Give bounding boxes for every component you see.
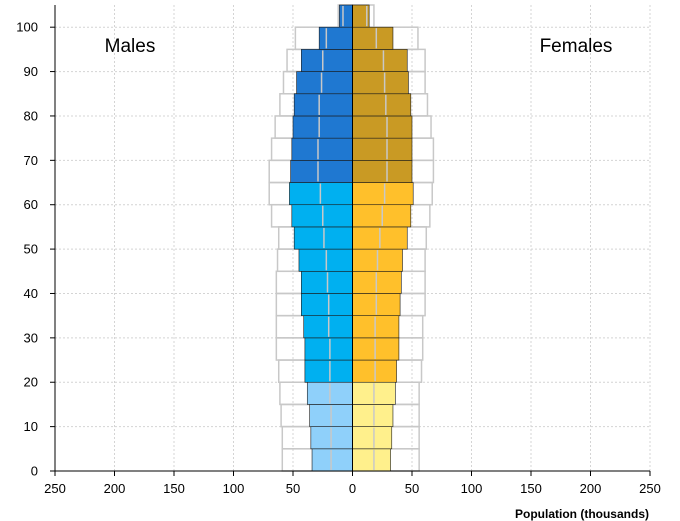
bar-male xyxy=(301,293,353,316)
y-tick-label: 70 xyxy=(24,153,38,168)
bar-male xyxy=(339,4,353,28)
x-axis-title: Population (thousands) xyxy=(515,507,649,521)
y-tick-label: 30 xyxy=(24,330,38,345)
x-tick-label: 50 xyxy=(286,481,300,496)
population-bars xyxy=(289,4,414,472)
bar-female xyxy=(352,182,414,206)
females-label: Females xyxy=(540,36,613,57)
y-tick-label: 100 xyxy=(16,20,38,35)
y-tick-label: 60 xyxy=(24,197,38,212)
bar-male xyxy=(318,26,353,50)
bar-male xyxy=(311,448,353,472)
males-label: Males xyxy=(105,36,156,57)
bar-female xyxy=(352,448,391,472)
bar-female xyxy=(352,426,393,450)
bar-male xyxy=(304,337,353,361)
bar-female xyxy=(352,49,408,72)
bar-female xyxy=(352,26,394,50)
y-tick-label: 0 xyxy=(31,464,38,479)
bar-female xyxy=(352,160,413,183)
bar-male xyxy=(290,160,353,183)
x-tick-label: 0 xyxy=(349,481,356,496)
tick-labels: 250 200 150 100 50 0 50 100 150 200 250 0 10 20 30 40 50… xyxy=(16,20,661,496)
y-tick-label: 50 xyxy=(24,242,38,257)
y-tick-label: 40 xyxy=(24,286,38,301)
bar-female xyxy=(352,71,409,95)
x-tick-label: 250 xyxy=(44,481,66,496)
y-tick-label: 10 xyxy=(24,419,38,434)
bar-female xyxy=(352,137,413,161)
bar-dividers xyxy=(317,6,388,470)
bar-male xyxy=(301,49,353,72)
bar-male xyxy=(304,359,353,383)
bar-female xyxy=(352,115,413,139)
x-tick-label: 100 xyxy=(223,481,245,496)
x-tick-label: 150 xyxy=(163,481,185,496)
x-tick-label: 100 xyxy=(461,481,483,496)
x-tick-label: 150 xyxy=(520,481,542,496)
bar-male xyxy=(296,71,353,95)
y-tick-label: 90 xyxy=(24,64,38,79)
bar-male xyxy=(292,115,353,139)
y-tick-label: 20 xyxy=(24,375,38,390)
x-tick-label: 200 xyxy=(580,481,602,496)
x-tick-label: 50 xyxy=(405,481,419,496)
x-tick-label: 250 xyxy=(639,481,661,496)
axes xyxy=(50,5,651,476)
x-tick-label: 200 xyxy=(104,481,126,496)
bar-male xyxy=(291,137,353,161)
bar-female xyxy=(352,93,412,117)
bar-female xyxy=(352,404,394,427)
bar-male xyxy=(293,93,353,117)
y-tick-label: 80 xyxy=(24,108,38,123)
